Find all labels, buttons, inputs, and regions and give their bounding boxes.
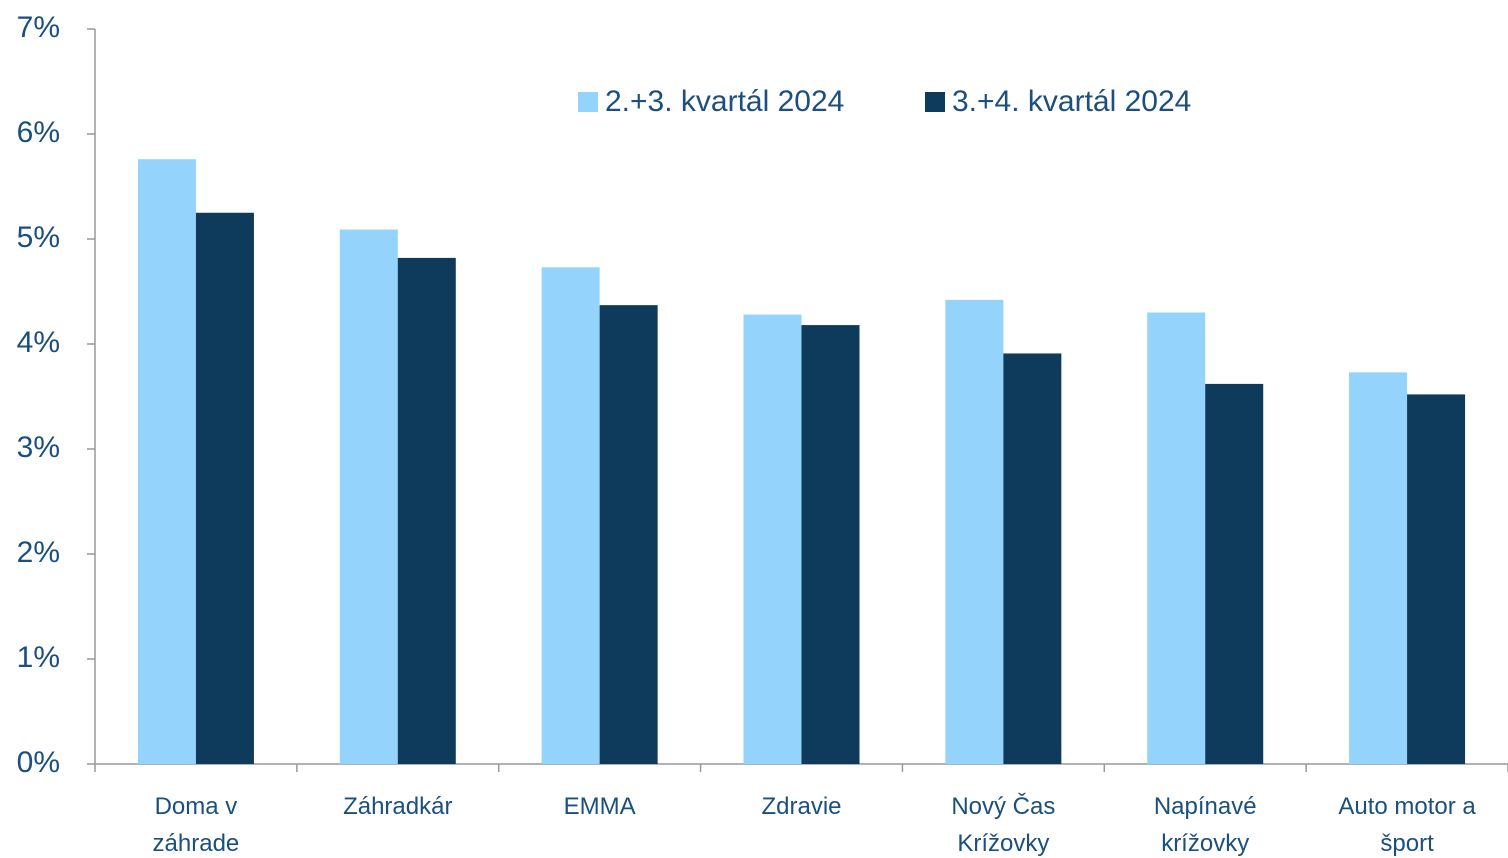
x-tick-label: EMMA <box>563 793 636 820</box>
x-tick-label: Doma v záhrade <box>152 793 240 857</box>
x-tick-label: Auto motor a šport <box>1338 793 1476 857</box>
bar <box>801 325 860 764</box>
y-tick-label: 3% <box>17 431 60 464</box>
bar <box>1003 353 1062 764</box>
x-tick-label: Napínavé krížovky <box>1153 793 1257 857</box>
x-tick-label: Nový Čas Krížovky <box>951 793 1056 857</box>
bar <box>1407 394 1466 764</box>
bar <box>945 299 1004 764</box>
legend-label: 3.+4. kvartál 2024 <box>952 85 1191 118</box>
bar <box>397 257 456 764</box>
y-tick-label: 4% <box>17 326 60 359</box>
y-tick-label: 1% <box>17 641 60 674</box>
y-tick-label: 5% <box>17 221 60 254</box>
y-tick-label: 7% <box>17 11 60 44</box>
legend-swatch <box>578 92 598 112</box>
bar <box>195 212 254 764</box>
y-tick-label: 2% <box>17 536 60 569</box>
bar <box>1205 383 1264 764</box>
y-tick-label: 6% <box>17 116 60 149</box>
bar <box>1349 372 1408 764</box>
y-tick-label: 0% <box>17 746 60 779</box>
bar <box>599 305 658 764</box>
x-tick-label: Záhradkár <box>343 793 453 820</box>
bar <box>339 229 398 765</box>
bar <box>743 314 802 764</box>
bar <box>541 267 600 764</box>
bar <box>1147 312 1206 764</box>
x-tick-label: Zdravie <box>761 793 842 820</box>
legend-label: 2.+3. kvartál 2024 <box>605 85 844 118</box>
legend-swatch <box>925 92 945 112</box>
bar <box>137 159 196 764</box>
